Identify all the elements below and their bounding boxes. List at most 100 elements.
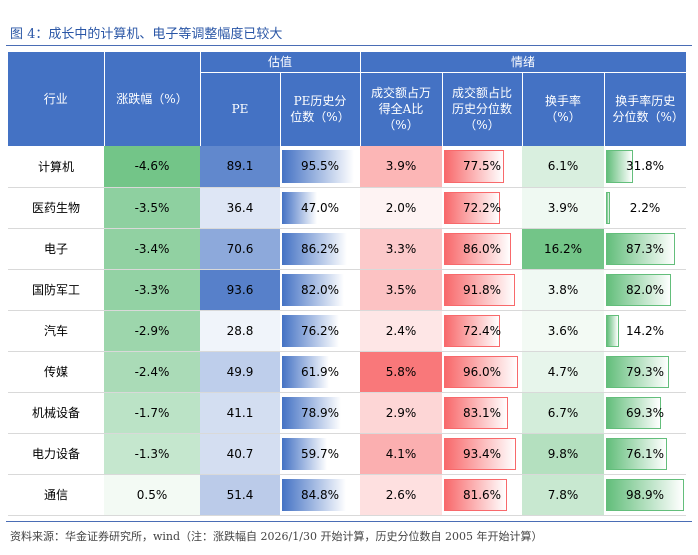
header-turnover-rate-percentile: 换手率历史分位数（%） xyxy=(604,72,686,146)
table-row: 国防军工 -3.3% 93.6 82.0% 3.5% 91.8% 3.8% 82.0% xyxy=(8,269,686,311)
pe-percentile-value: 82.0% xyxy=(300,282,340,297)
turnover-share-percentile-bar xyxy=(444,355,519,388)
turnover-share-percentile-bar xyxy=(444,478,508,511)
turnover-share-percentile-bar xyxy=(444,437,517,470)
figure-title: 图 4：成长中的计算机、电子等调整幅度已较大 xyxy=(10,27,283,42)
turnover-rate-percentile-bar xyxy=(606,150,633,183)
turnover-share-percentile-value: 83.1% xyxy=(462,405,502,420)
header-pe: PE xyxy=(200,72,281,146)
turnover-rate-percentile-value: 82.0% xyxy=(625,282,665,297)
turnover-rate-percentile-value: 2.2% xyxy=(629,200,661,215)
turnover-rate-percentile-cell: 79.3% xyxy=(604,351,686,393)
industry-name: 计算机 xyxy=(8,146,104,188)
pe-percentile-bar xyxy=(282,437,327,470)
turnover-rate-percentile-cell: 2.2% xyxy=(604,187,686,229)
change-value: -2.9% xyxy=(104,310,200,352)
industry-name: 电子 xyxy=(8,228,104,270)
turnover-share-percentile-value: 93.4% xyxy=(462,446,502,461)
table-row: 传媒 -2.4% 49.9 61.9% 5.8% 96.0% 4.7% 79.3% xyxy=(8,351,686,393)
table-row: 医药生物 -3.5% 36.4 47.0% 2.0% 72.2% 3.9% 2.2% xyxy=(8,187,686,229)
pe-value: 28.8 xyxy=(200,310,280,352)
change-value: -3.5% xyxy=(104,187,200,229)
pe-percentile-cell: 84.8% xyxy=(280,474,360,516)
turnover-rate-percentile-cell: 82.0% xyxy=(604,269,686,311)
change-value: -3.4% xyxy=(104,228,200,270)
change-value: -1.7% xyxy=(104,392,200,434)
pe-percentile-cell: 59.7% xyxy=(280,433,360,475)
pe-percentile-bar xyxy=(282,150,354,183)
turnover-rate-percentile-bar xyxy=(606,437,667,470)
change-value: -2.4% xyxy=(104,351,200,393)
turnover-rate-percentile-value: 31.8% xyxy=(625,159,665,174)
pe-value: 41.1 xyxy=(200,392,280,434)
turnover-rate-percentile-cell: 69.3% xyxy=(604,392,686,434)
turnover-rate-percentile-cell: 14.2% xyxy=(604,310,686,352)
turnover-share-percentile-bar xyxy=(444,232,511,265)
turnover-share-value: 2.0% xyxy=(360,187,442,229)
turnover-share-percentile-value: 96.0% xyxy=(462,364,502,379)
turnover-share-percentile-value: 81.6% xyxy=(462,487,502,502)
industry-name: 汽车 xyxy=(8,310,104,352)
industry-name: 国防军工 xyxy=(8,269,104,311)
change-value: 0.5% xyxy=(104,474,200,516)
pe-percentile-value: 84.8% xyxy=(300,487,340,502)
pe-percentile-bar xyxy=(282,232,347,265)
turnover-rate-percentile-bar xyxy=(606,355,670,388)
turnover-rate-percentile-bar xyxy=(606,273,672,306)
turnover-rate-percentile-value: 76.1% xyxy=(625,446,665,461)
turnover-rate-value: 16.2% xyxy=(522,228,604,270)
source-note: 资料来源：华金证券研究所，wind（注：涨跌幅自 2026/1/30 开始计算，… xyxy=(10,530,543,543)
turnover-rate-value: 6.7% xyxy=(522,392,604,434)
turnover-rate-percentile-cell: 76.1% xyxy=(604,433,686,475)
industry-name: 通信 xyxy=(8,474,104,516)
turnover-share-value: 2.6% xyxy=(360,474,442,516)
header-turnover-share-percentile: 成交额占比历史分位数（%） xyxy=(442,72,523,146)
turnover-share-value: 2.9% xyxy=(360,392,442,434)
pe-percentile-cell: 78.9% xyxy=(280,392,360,434)
industry-name: 机械设备 xyxy=(8,392,104,434)
pe-value: 89.1 xyxy=(200,146,280,188)
pe-percentile-value: 95.5% xyxy=(300,159,340,174)
pe-value: 36.4 xyxy=(200,187,280,229)
turnover-rate-percentile-bar xyxy=(606,232,676,265)
turnover-share-percentile-value: 72.4% xyxy=(462,323,502,338)
header-turnover-share: 成交额占万得全A比（%） xyxy=(360,72,443,146)
turnover-share-percentile-bar xyxy=(444,150,505,183)
header-pe-percentile: PE历史分位数（%） xyxy=(280,72,361,146)
table-row: 电子 -3.4% 70.6 86.2% 3.3% 86.0% 16.2% 87.3% xyxy=(8,228,686,270)
turnover-share-percentile-value: 72.2% xyxy=(462,200,502,215)
change-value: -1.3% xyxy=(104,433,200,475)
pe-value: 93.6 xyxy=(200,269,280,311)
turnover-rate-value: 3.9% xyxy=(522,187,604,229)
header-change: 涨跌幅（%） xyxy=(104,52,201,146)
pe-percentile-cell: 61.9% xyxy=(280,351,360,393)
turnover-rate-value: 6.1% xyxy=(522,146,604,188)
pe-percentile-value: 61.9% xyxy=(300,364,340,379)
turnover-rate-percentile-value: 14.2% xyxy=(625,323,665,338)
turnover-rate-percentile-value: 79.3% xyxy=(625,364,665,379)
turnover-share-percentile-cell: 81.6% xyxy=(442,474,522,516)
turnover-share-percentile-cell: 86.0% xyxy=(442,228,522,270)
title-divider xyxy=(6,45,692,46)
turnover-rate-percentile-cell: 98.9% xyxy=(604,474,686,516)
turnover-rate-percentile-cell: 31.8% xyxy=(604,146,686,188)
table-row: 机械设备 -1.7% 41.1 78.9% 2.9% 83.1% 6.7% 69.3% xyxy=(8,392,686,434)
pe-percentile-cell: 82.0% xyxy=(280,269,360,311)
source-divider xyxy=(6,521,692,522)
table-body: 计算机 -4.6% 89.1 95.5% 3.9% 77.5% 6.1% 31.8% 医药生物 -… xyxy=(8,146,686,516)
pe-percentile-bar xyxy=(282,396,342,429)
turnover-share-percentile-cell: 72.2% xyxy=(442,187,522,229)
change-value: -3.3% xyxy=(104,269,200,311)
turnover-rate-percentile-bar xyxy=(606,478,685,511)
header-industry: 行业 xyxy=(8,52,105,146)
turnover-rate-value: 3.6% xyxy=(522,310,604,352)
pe-percentile-bar xyxy=(282,355,329,388)
pe-percentile-cell: 76.2% xyxy=(280,310,360,352)
turnover-share-value: 3.3% xyxy=(360,228,442,270)
pe-percentile-cell: 95.5% xyxy=(280,146,360,188)
turnover-rate-percentile-value: 87.3% xyxy=(625,241,665,256)
turnover-share-percentile-cell: 93.4% xyxy=(442,433,522,475)
pe-percentile-bar xyxy=(282,314,340,347)
pe-value: 70.6 xyxy=(200,228,280,270)
turnover-rate-value: 7.8% xyxy=(522,474,604,516)
